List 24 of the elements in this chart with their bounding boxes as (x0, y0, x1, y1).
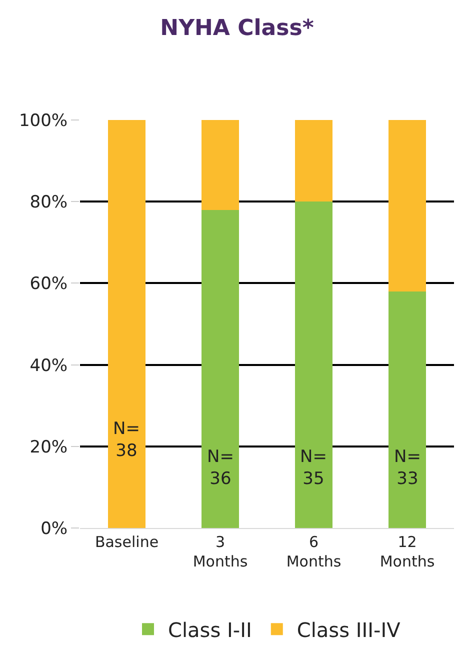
x-tick-label: 12 Months (380, 533, 435, 570)
y-tick-label: 100% (18, 110, 68, 131)
x-tick-label: Baseline (94, 533, 159, 551)
legend-label: Class I-II (168, 618, 252, 642)
chart-title: NYHA Class* (160, 16, 314, 42)
x-tick-label: 6 Months (286, 533, 342, 570)
y-tick-label: 0% (40, 518, 68, 539)
y-tick-label: 60% (30, 274, 68, 294)
annotation: N= 35 (300, 447, 327, 490)
bar (295, 120, 332, 202)
annotation: N= 38 (113, 419, 140, 462)
x-tick-label: 3 Months (192, 533, 248, 570)
annotation: N= 33 (394, 447, 421, 490)
annotation: N= 36 (207, 447, 234, 490)
legend-label: Class III-IV (296, 618, 401, 642)
bar (108, 120, 146, 528)
bar (202, 120, 239, 210)
bar (202, 210, 239, 528)
bar (388, 291, 426, 528)
y-tick-label: 20% (30, 437, 68, 458)
bar (388, 120, 426, 292)
y-tick-label: 40% (30, 356, 68, 376)
bar (295, 202, 332, 528)
y-tick-label: 80% (30, 192, 68, 213)
